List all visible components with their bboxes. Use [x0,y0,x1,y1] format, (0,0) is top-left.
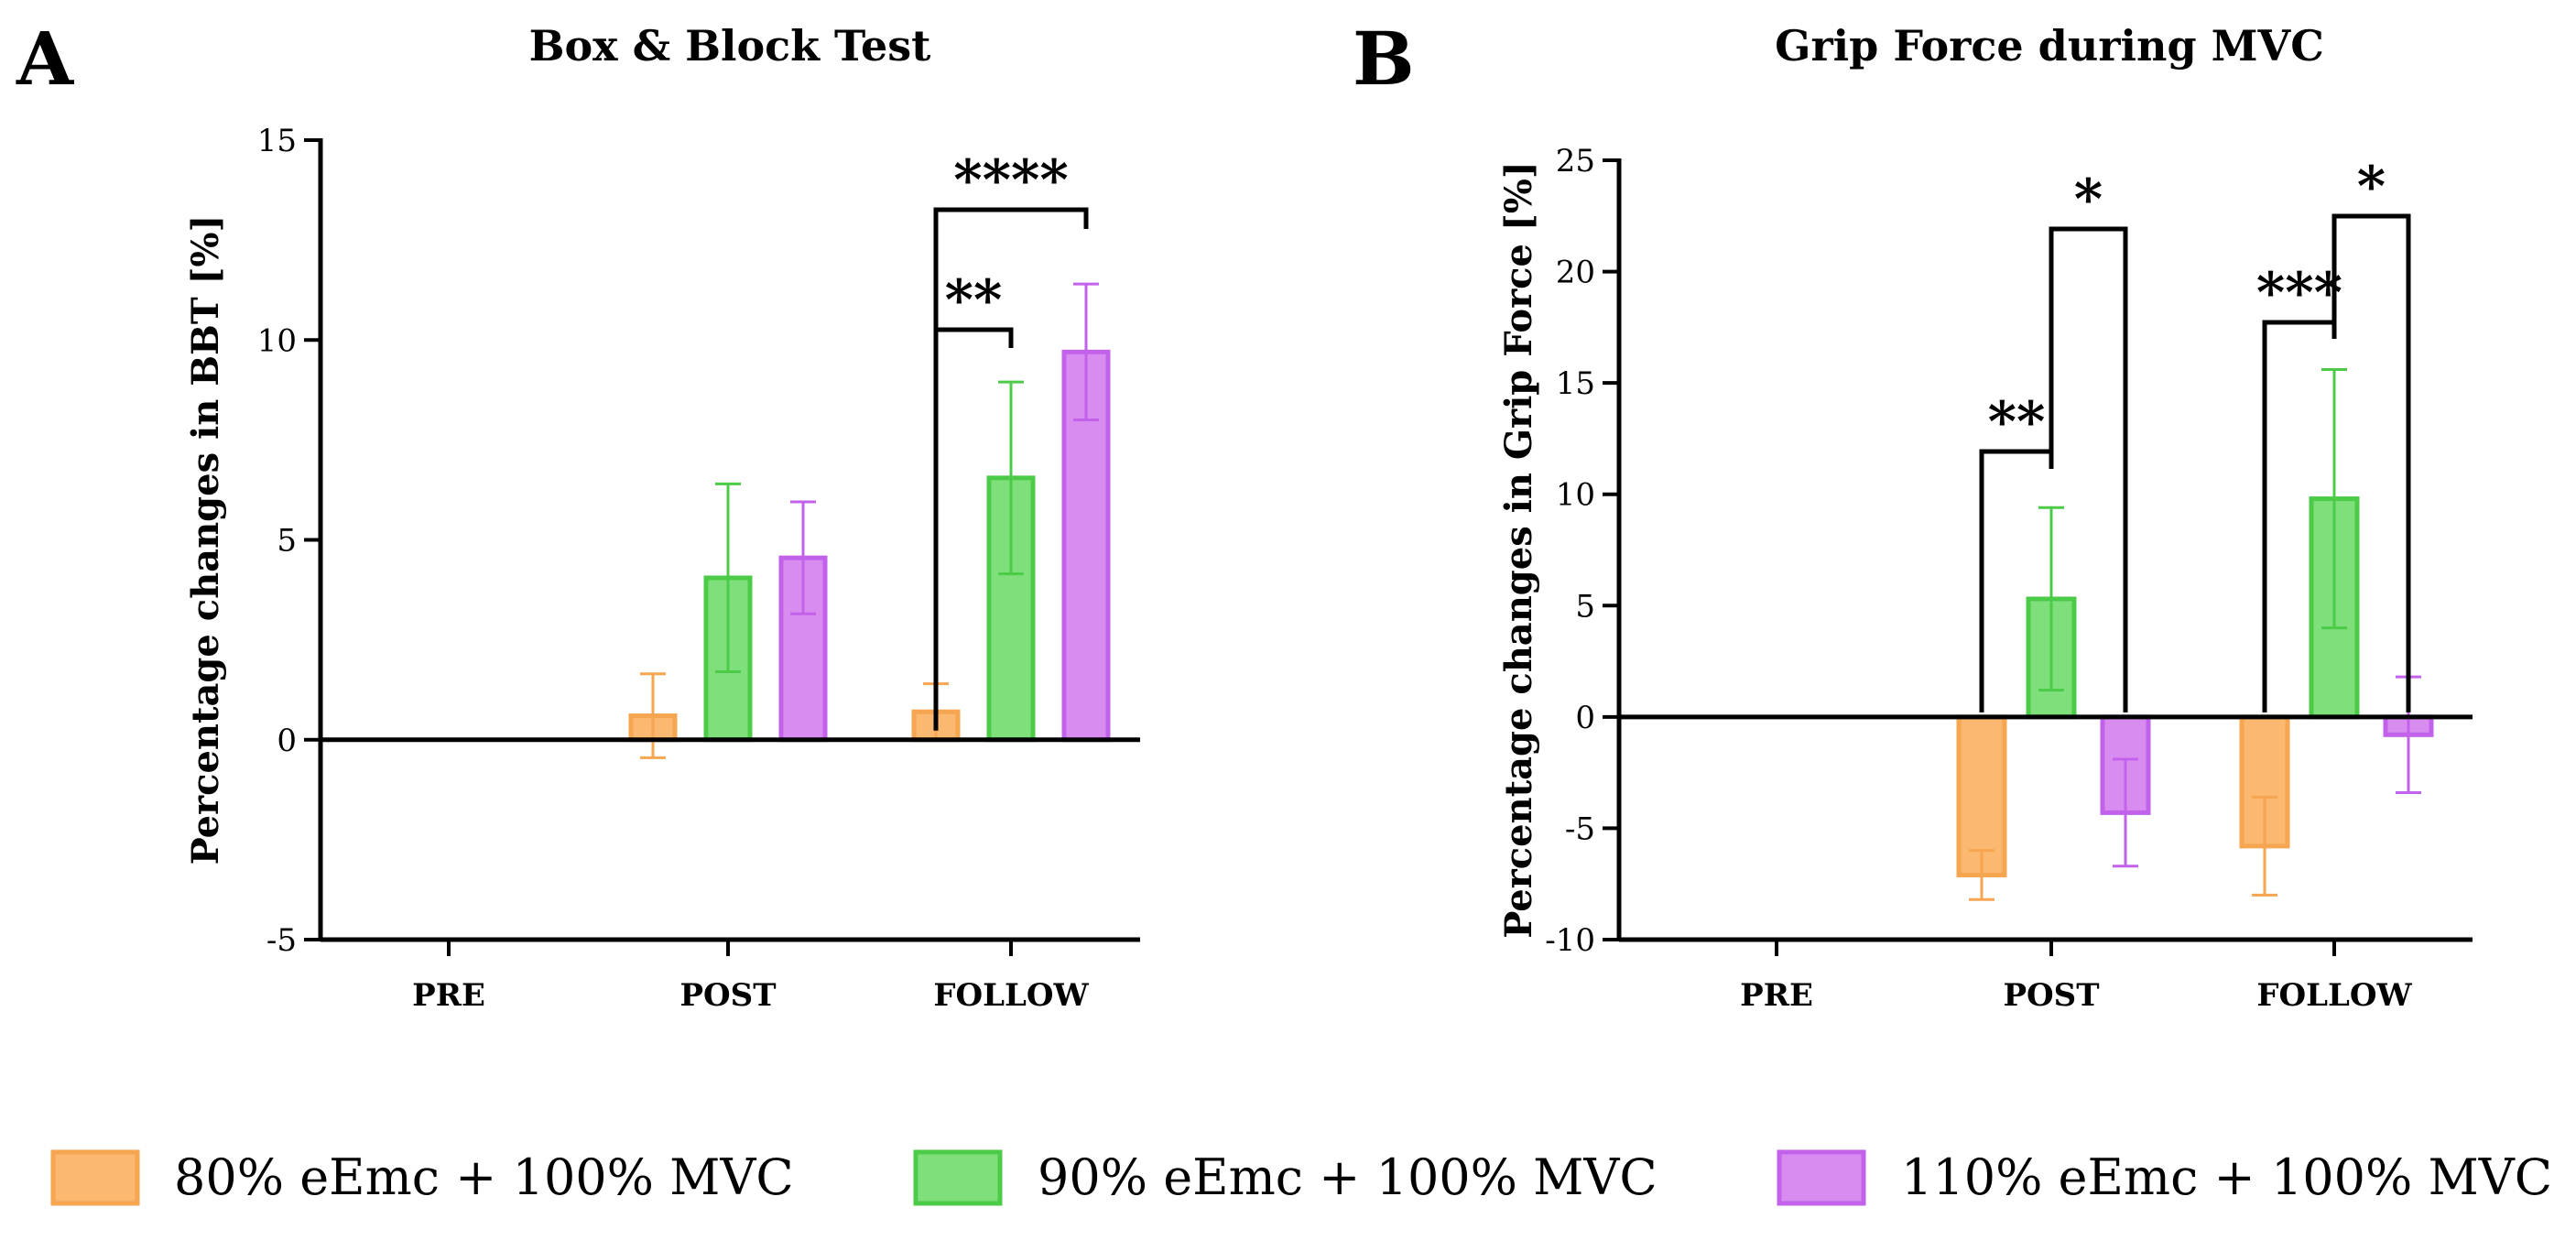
y-tick-label: 20 [1556,255,1595,291]
significance-stars: **** [953,148,1069,212]
y-tick-label: 15 [257,123,297,159]
significance-stars: * [2074,168,2103,232]
y-tick-label: 10 [1556,477,1595,514]
legend-swatch-110 [1777,1149,1866,1206]
significance-bracket [2331,213,2411,712]
y-axis-label: Percentage changes in BBT [%] [184,215,227,865]
legend-label: 110% eEmc + 100% MVC [1901,1148,2552,1206]
significance-bracket [933,207,1089,593]
y-tick-label: 10 [257,322,297,359]
y-tick-label: -5 [266,922,297,959]
significance-stars: ** [1988,390,2046,454]
legend-swatch-80 [50,1149,140,1206]
y-tick-label: 0 [277,723,297,759]
y-tick-label: 25 [1556,143,1595,179]
panel-b: B Grip Force during MVC -10 -5 0 5 10 15 20 25 Per… [1353,16,2473,1014]
significance-stars: *** [2256,261,2342,325]
significance-stars: * [2357,155,2386,219]
panel-a: A Box & Block Test -5 0 5 10 15 Percentage chan… [16,16,1140,1014]
y-tick-label: 0 [1575,700,1595,736]
y-tick-label: 5 [277,523,297,560]
chart-title: Grip Force during MVC [1775,21,2324,71]
x-tick-label: FOLLOW [2256,977,2412,1014]
panel-letter: B [1353,16,1415,102]
y-tick-label: 15 [1556,365,1595,402]
y-tick-label: -10 [1545,922,1595,959]
x-tick-label: FOLLOW [933,977,1089,1014]
bar-80-post [1956,714,2007,877]
x-tick-label: PRE [1740,977,1813,1014]
panel-letter: A [16,16,74,102]
y-tick-label: -5 [1565,810,1595,847]
legend-label: 90% eEmc + 100% MVC [1038,1148,1658,1206]
legend: 80% eEmc + 100% MVC 90% eEmc + 100% MVC 11… [50,1148,2552,1206]
x-tick-label: POST [2003,977,2099,1014]
significance-bracket [2049,226,2128,712]
legend-label: 80% eEmc + 100% MVC [174,1148,794,1206]
x-tick-label: PRE [412,977,485,1014]
x-tick-label: POST [679,977,776,1014]
y-axis-label: Percentage changes in Grip Force [%] [1497,161,1540,939]
chart-title: Box & Block Test [529,21,932,71]
y-tick-label: 5 [1575,588,1595,625]
significance-stars: ** [945,268,1003,332]
legend-swatch-90 [913,1149,1003,1206]
